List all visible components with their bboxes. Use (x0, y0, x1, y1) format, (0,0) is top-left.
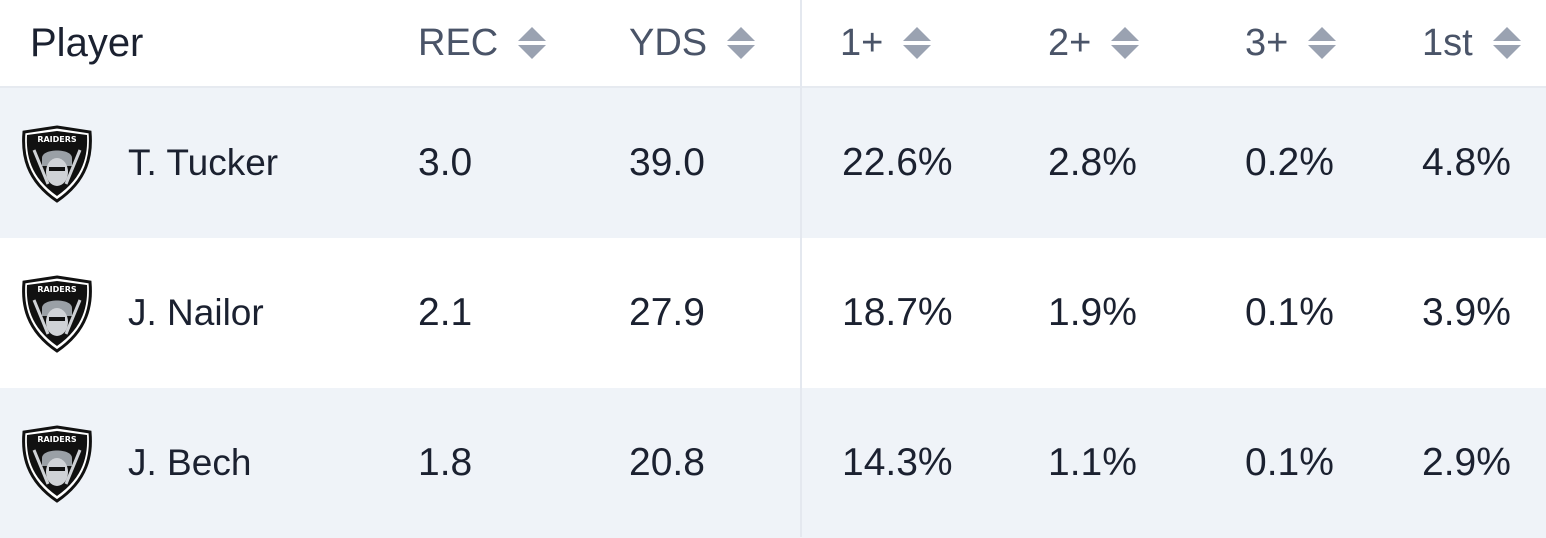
sort-icon[interactable] (727, 27, 756, 59)
player-name[interactable]: J. Bech (128, 442, 252, 483)
column-header-first[interactable]: 1st (1422, 0, 1521, 86)
player-name[interactable]: T. Tucker (128, 142, 279, 183)
raiders-logo-icon: RAIDERS (22, 275, 92, 353)
sort-icon[interactable] (518, 27, 547, 59)
sort-icon[interactable] (903, 27, 932, 59)
column-header-td3[interactable]: 3+ (1245, 0, 1337, 86)
first-value: 2.9% (1422, 441, 1511, 484)
column-header-td1-label: 1+ (840, 21, 884, 64)
column-header-td2-label: 2+ (1048, 21, 1092, 64)
sort-icon[interactable] (1111, 27, 1140, 59)
td2-value: 1.1% (1048, 441, 1137, 484)
logo-text: RAIDERS (37, 285, 77, 294)
column-header-td1[interactable]: 1+ (840, 0, 932, 86)
table-row: RAIDERS J. Nailor 2.1 27.9 18.7% 1.9% 0.… (0, 238, 1546, 388)
first-value: 4.8% (1422, 141, 1511, 184)
first-value: 3.9% (1422, 291, 1511, 334)
sort-icon[interactable] (1492, 27, 1521, 59)
column-header-yds[interactable]: YDS (629, 0, 756, 86)
table-row: RAIDERS T. Tucker 3.0 39.0 22.6% 2.8% 0.… (0, 88, 1546, 238)
table-row: RAIDERS J. Bech 1.8 20.8 14.3% 1.1% 0.1%… (0, 388, 1546, 538)
sort-icon[interactable] (1308, 27, 1337, 59)
yds-value: 27.9 (629, 291, 705, 334)
column-header-first-label: 1st (1422, 21, 1473, 64)
raiders-logo-icon: RAIDERS (22, 425, 92, 503)
column-header-rec[interactable]: REC (418, 0, 547, 86)
rec-value: 1.8 (418, 441, 473, 484)
td3-value: 0.1% (1245, 291, 1334, 334)
player-name[interactable]: J. Nailor (128, 292, 264, 333)
column-header-rec-label: REC (418, 21, 499, 64)
td1-value: 18.7% (842, 291, 953, 334)
column-header-td2[interactable]: 2+ (1048, 0, 1140, 86)
td3-value: 0.1% (1245, 441, 1334, 484)
td1-value: 22.6% (842, 141, 953, 184)
logo-text: RAIDERS (37, 135, 77, 144)
td2-value: 1.9% (1048, 291, 1137, 334)
td2-value: 2.8% (1048, 141, 1137, 184)
column-header-player: Player (30, 0, 143, 86)
rec-value: 3.0 (418, 141, 473, 184)
logo-text: RAIDERS (37, 435, 77, 444)
raiders-logo-icon: RAIDERS (22, 125, 92, 203)
column-header-player-label: Player (30, 20, 144, 65)
column-header-yds-label: YDS (629, 21, 708, 64)
rec-value: 2.1 (418, 291, 473, 334)
column-header-td3-label: 3+ (1245, 21, 1289, 64)
td3-value: 0.2% (1245, 141, 1334, 184)
yds-value: 39.0 (629, 141, 705, 184)
column-divider (800, 0, 802, 537)
yds-value: 20.8 (629, 441, 705, 484)
table-header: Player REC YDS 1+ 2+ 3+ 1st (0, 0, 1546, 88)
td1-value: 14.3% (842, 441, 953, 484)
